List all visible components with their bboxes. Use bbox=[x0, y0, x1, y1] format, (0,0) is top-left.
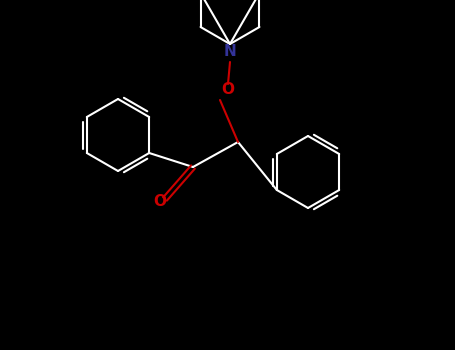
Text: O: O bbox=[153, 195, 167, 210]
Text: O: O bbox=[222, 83, 234, 98]
Text: N: N bbox=[223, 44, 237, 60]
